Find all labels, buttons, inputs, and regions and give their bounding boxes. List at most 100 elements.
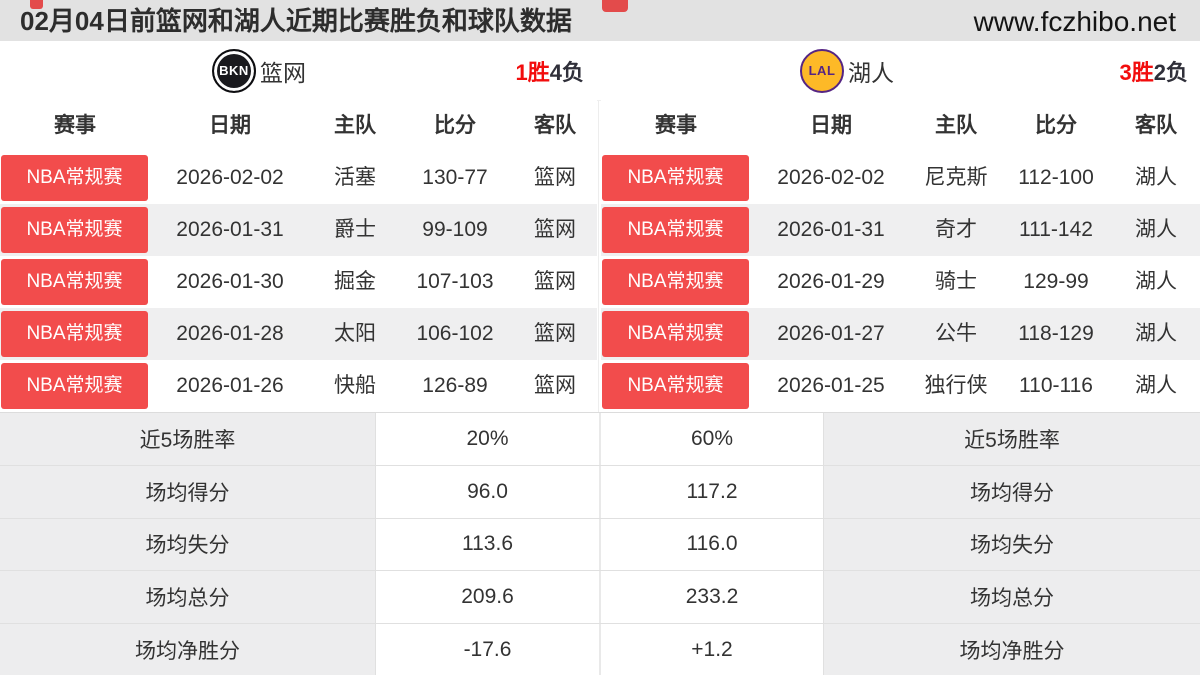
match-date: 2026-01-26 (176, 374, 284, 397)
team-header-left: BKN 篮网 1胜 4负 (0, 41, 597, 100)
stats-row: 场均总分 209.6 233.2 场均总分 (0, 571, 1200, 625)
record-losses: 2负 (1153, 59, 1188, 85)
stat-label: 场均总分 (0, 571, 375, 624)
site-url[interactable]: www.fczhibo.net (973, 6, 1176, 37)
stat-label: 近5场胜率 (0, 413, 375, 465)
record-wins: 3胜 (1119, 59, 1154, 85)
league-badge: NBA常规赛 (1, 259, 148, 305)
match-score: 129-99 (1023, 270, 1089, 293)
team-identity-lal: LAL 湖人 (800, 41, 894, 100)
league-badge: NBA常规赛 (1, 311, 148, 357)
stat-value-left: 113.6 (375, 518, 599, 571)
home-team: 骑士 (935, 270, 977, 293)
col-header-event: 赛事 (54, 114, 96, 137)
lal-logo-icon: LAL (800, 48, 844, 93)
team-header-right: LAL 湖人 3胜 2负 (601, 41, 1200, 100)
league-badge: NBA常规赛 (1, 363, 148, 409)
home-team: 尼克斯 (924, 166, 988, 189)
col-header-home: 主队 (935, 114, 977, 137)
league-badge: NBA常规赛 (1, 155, 148, 201)
table-row: NBA常规赛 2026-01-29 骑士 129-99 湖人 (601, 256, 1200, 308)
team-header-row: BKN 篮网 1胜 4负 LAL 湖人 3胜 2负 (0, 41, 1200, 101)
match-date: 2026-01-31 (176, 218, 284, 241)
away-team: 篮网 (534, 374, 576, 397)
col-header-event: 赛事 (655, 114, 697, 137)
stat-value-right: 60% (599, 413, 823, 465)
stat-value-left: 96.0 (375, 465, 599, 518)
away-team: 篮网 (534, 166, 576, 189)
match-score: 106-102 (416, 322, 494, 345)
stat-value-left: -17.6 (375, 624, 599, 675)
table-row: NBA常规赛 2026-02-02 尼克斯 112-100 湖人 (601, 152, 1200, 204)
home-team: 太阳 (334, 322, 376, 345)
match-score: 99-109 (422, 218, 488, 241)
stat-label: 场均净胜分 (0, 624, 375, 675)
league-badge: NBA常规赛 (602, 155, 749, 201)
away-team: 湖人 (1135, 374, 1177, 397)
top-bar: 02月04日前篮网和湖人近期比赛胜负和球队数据 www.fczhibo.net (0, 0, 1200, 41)
home-team: 快船 (334, 374, 376, 397)
home-team: 公牛 (935, 322, 977, 345)
table-row: NBA常规赛 2026-01-25 独行侠 110-116 湖人 (601, 360, 1200, 412)
stat-value-left: 209.6 (375, 571, 599, 624)
league-badge: NBA常规赛 (1, 207, 148, 253)
col-header-date: 日期 (209, 114, 251, 137)
column-headers-right: 赛事 日期 主队 比分 客队 (601, 100, 1200, 152)
match-date: 2026-01-27 (777, 322, 885, 345)
home-team: 掘金 (334, 270, 376, 293)
table-row: NBA常规赛 2026-01-30 掘金 107-103 篮网 (0, 256, 597, 308)
bkn-logo-icon: BKN (212, 48, 256, 93)
away-team: 篮网 (534, 218, 576, 241)
match-date: 2026-01-30 (176, 270, 284, 293)
col-header-away: 客队 (534, 114, 576, 137)
match-date: 2026-01-31 (777, 218, 885, 241)
stat-value-right: +1.2 (599, 624, 823, 675)
stat-label: 场均得分 (823, 465, 1200, 518)
stats-row: 场均得分 96.0 117.2 场均得分 (0, 465, 1200, 519)
stat-label: 场均净胜分 (823, 624, 1200, 675)
away-team: 湖人 (1135, 218, 1177, 241)
match-date: 2026-02-02 (176, 166, 284, 189)
home-team: 独行侠 (924, 374, 988, 397)
column-headers-left: 赛事 日期 主队 比分 客队 (0, 100, 597, 152)
stat-value-right: 117.2 (599, 465, 823, 518)
match-date: 2026-01-28 (176, 322, 284, 345)
col-header-score: 比分 (434, 114, 476, 137)
table-row: NBA常规赛 2026-01-28 太阳 106-102 篮网 (0, 308, 597, 360)
league-badge: NBA常规赛 (602, 259, 749, 305)
stat-label: 近5场胜率 (823, 413, 1200, 465)
home-team: 爵士 (334, 218, 376, 241)
match-score: 112-100 (1018, 166, 1094, 189)
match-score: 107-103 (416, 270, 494, 293)
red-artifact-left (30, 0, 43, 9)
vertical-divider (598, 41, 599, 412)
match-date: 2026-01-25 (777, 374, 885, 397)
stat-value-right: 116.0 (599, 518, 823, 571)
stats-row: 近5场胜率 20% 60% 近5场胜率 (0, 413, 1200, 466)
league-badge: NBA常规赛 (602, 207, 749, 253)
home-team: 奇才 (935, 218, 977, 241)
table-row: NBA常规赛 2026-02-02 活塞 130-77 篮网 (0, 152, 597, 204)
team-record: 1胜 4负 (516, 41, 585, 100)
table-row: NBA常规赛 2026-01-31 爵士 99-109 篮网 (0, 204, 597, 256)
home-team: 活塞 (334, 166, 376, 189)
stat-label: 场均总分 (823, 571, 1200, 624)
stats-row: 场均失分 113.6 116.0 场均失分 (0, 518, 1200, 572)
match-score: 110-116 (1019, 374, 1093, 397)
stats-section: 近5场胜率 20% 60% 近5场胜率 场均得分 96.0 117.2 场均得分… (0, 412, 1200, 675)
table-row: NBA常规赛 2026-01-31 奇才 111-142 湖人 (601, 204, 1200, 256)
record-losses: 4负 (549, 59, 584, 85)
away-team: 篮网 (534, 270, 576, 293)
match-score: 126-89 (422, 374, 488, 397)
red-artifact-middle (602, 0, 628, 12)
table-row: NBA常规赛 2026-01-26 快船 126-89 篮网 (0, 360, 597, 412)
away-team: 湖人 (1135, 166, 1177, 189)
col-header-away: 客队 (1135, 114, 1177, 137)
stat-label: 场均得分 (0, 465, 375, 518)
stat-value-right: 233.2 (599, 571, 823, 624)
team-record: 3胜 2负 (1120, 41, 1189, 100)
match-date: 2026-01-29 (777, 270, 885, 293)
stat-value-left: 20% (375, 413, 599, 465)
stats-row: 场均净胜分 -17.6 +1.2 场均净胜分 (0, 624, 1200, 675)
team-name: 湖人 (848, 59, 894, 86)
